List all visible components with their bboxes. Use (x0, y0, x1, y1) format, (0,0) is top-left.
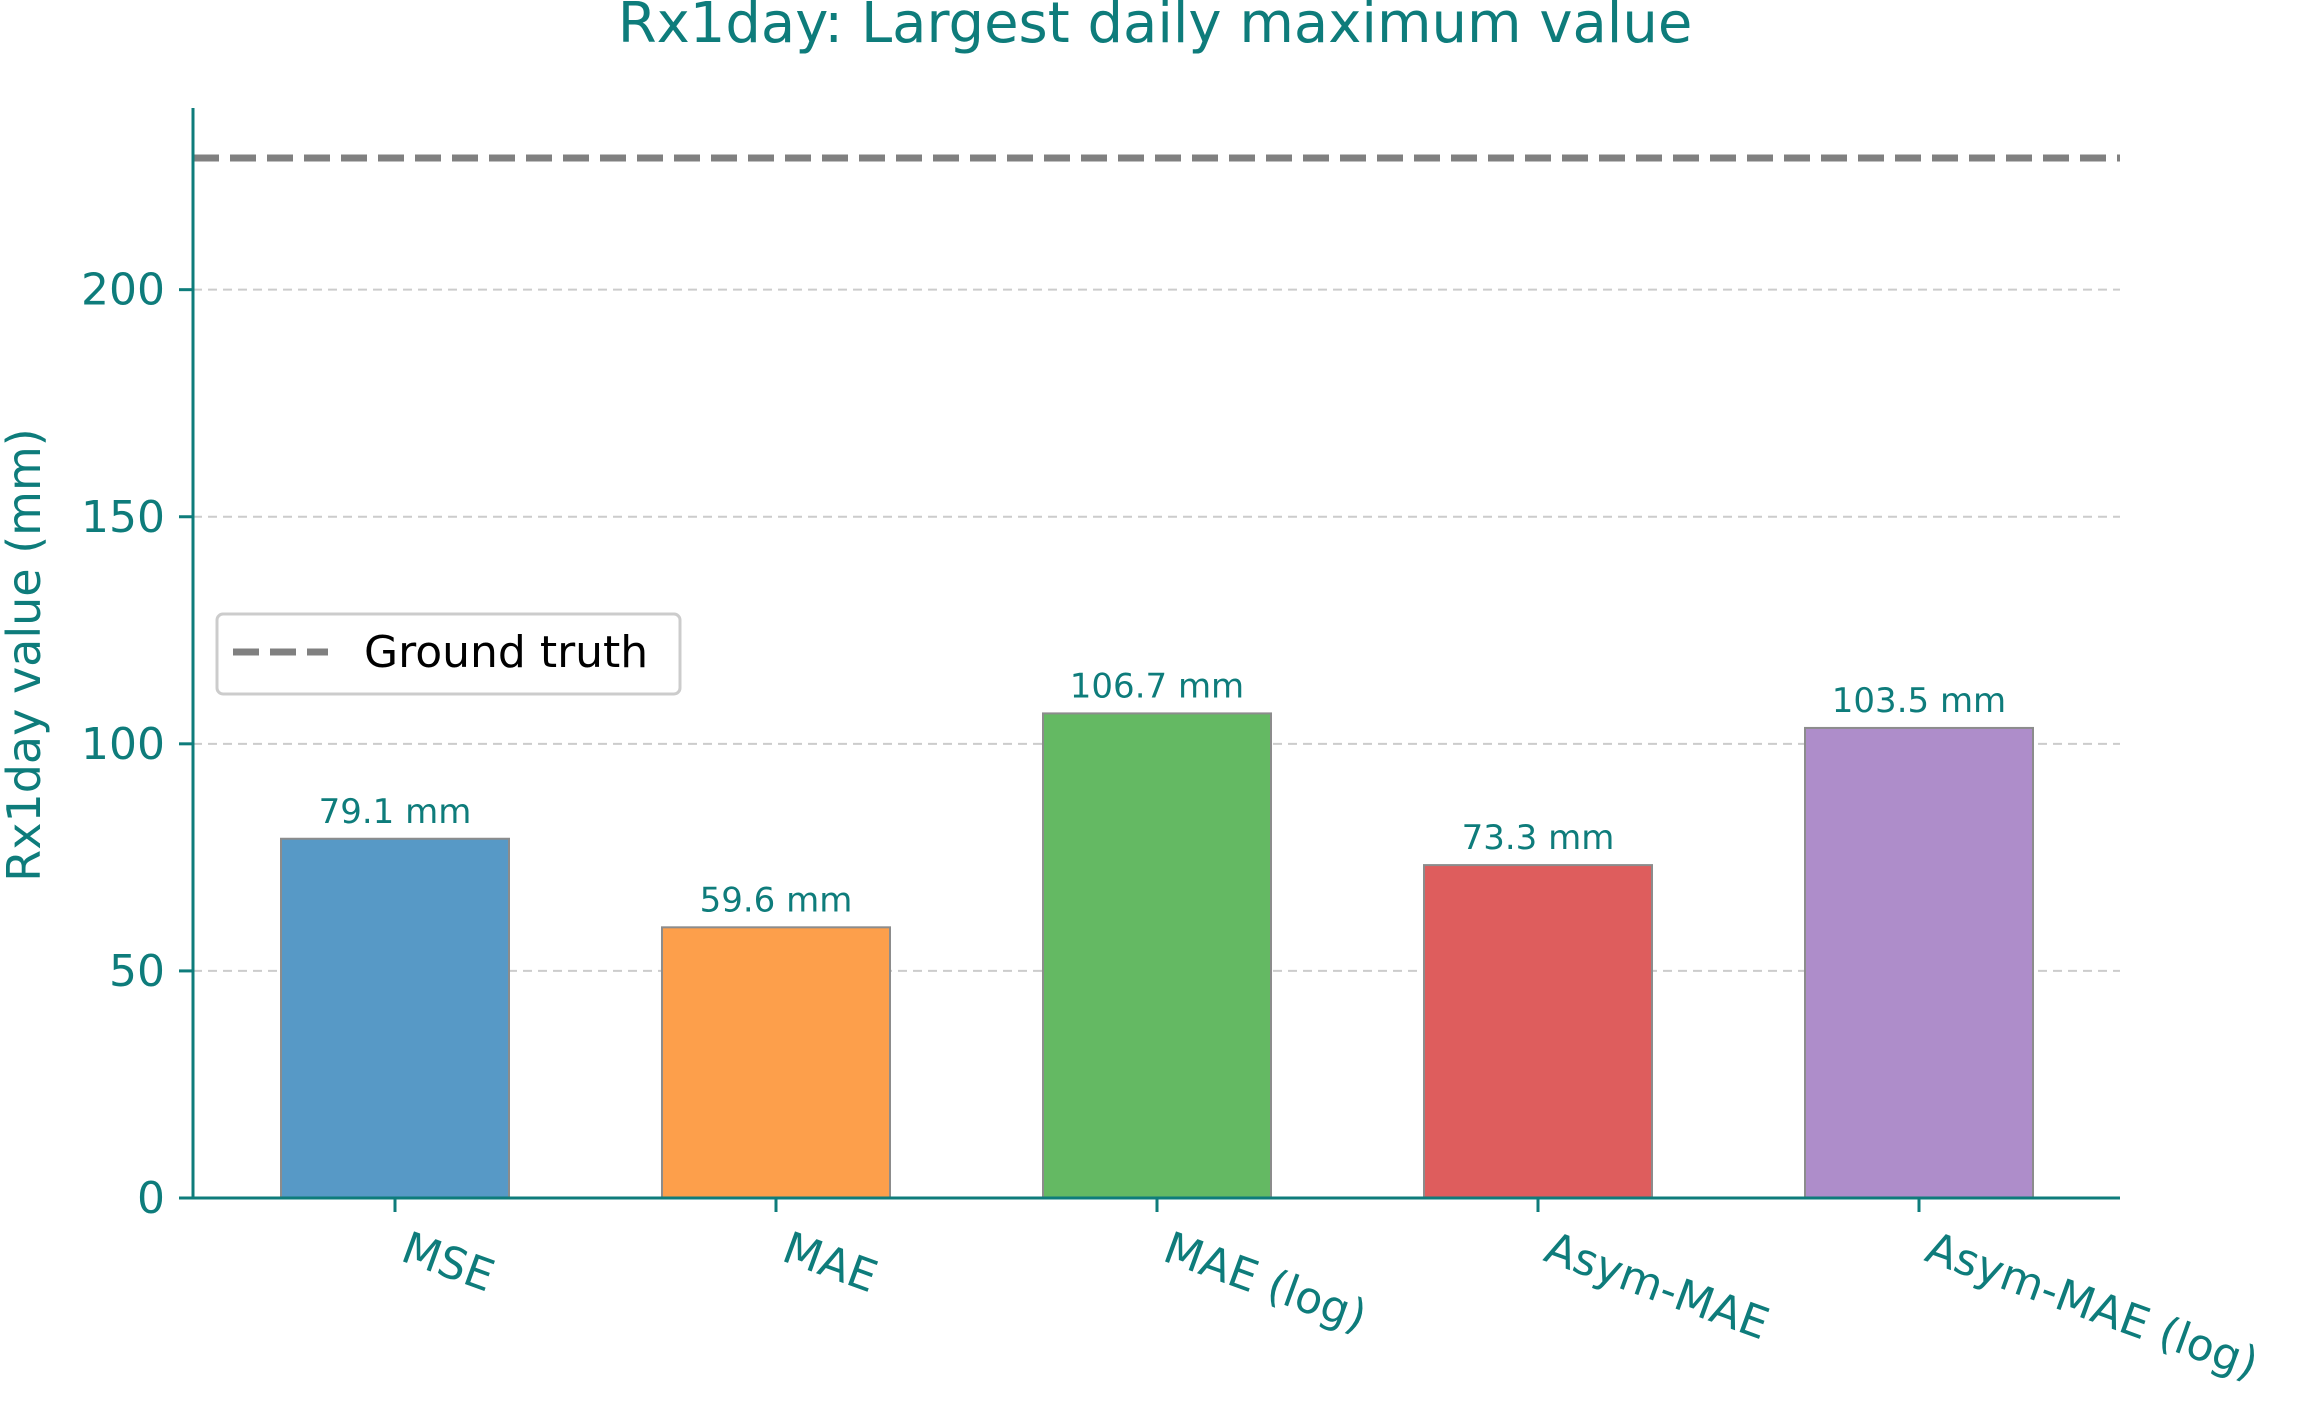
data-label: 103.5 mm (1832, 681, 2006, 721)
y-tick-label: 0 (137, 1173, 165, 1224)
bar (1423, 864, 1653, 1199)
y-tick-label: 100 (81, 719, 165, 770)
value-labels: 79.1 mm 59.6 mm 106.7 mm 73.3 mm 103.5 mm (319, 666, 2007, 920)
x-tick-label: Asym-MAE (1538, 1222, 1775, 1350)
y-ticks: 0 50 100 150 200 (81, 265, 193, 1224)
x-tick-label: MAE (776, 1222, 884, 1303)
chart-title: Rx1day: Largest daily maximum value (618, 0, 1693, 56)
x-tick-label: MSE (395, 1222, 500, 1302)
y-tick-label: 200 (81, 265, 165, 316)
x-ticks: MSE MAE MAE (log) Asym-MAE Asym-MAE (log) (393, 1198, 2265, 1390)
data-label: 73.3 mm (1462, 818, 1615, 858)
data-label: 106.7 mm (1070, 666, 1244, 706)
y-tick-label: 150 (81, 492, 165, 543)
bar (1042, 712, 1272, 1199)
data-label: 59.6 mm (700, 880, 853, 920)
x-tick-label: Asym-MAE (log) (1919, 1222, 2264, 1389)
y-axis-label: Rx1day value (mm) (0, 428, 51, 881)
bar (280, 837, 510, 1199)
bars (280, 712, 2034, 1199)
legend: Ground truth (215, 612, 682, 696)
legend-ground-truth-label: Ground truth (364, 627, 648, 678)
bar (661, 926, 891, 1199)
legend-box (215, 612, 682, 696)
bar (1804, 726, 2034, 1199)
y-tick-label: 50 (109, 946, 165, 997)
data-label: 79.1 mm (319, 792, 472, 832)
x-tick-label: MAE (log) (1157, 1222, 1373, 1342)
